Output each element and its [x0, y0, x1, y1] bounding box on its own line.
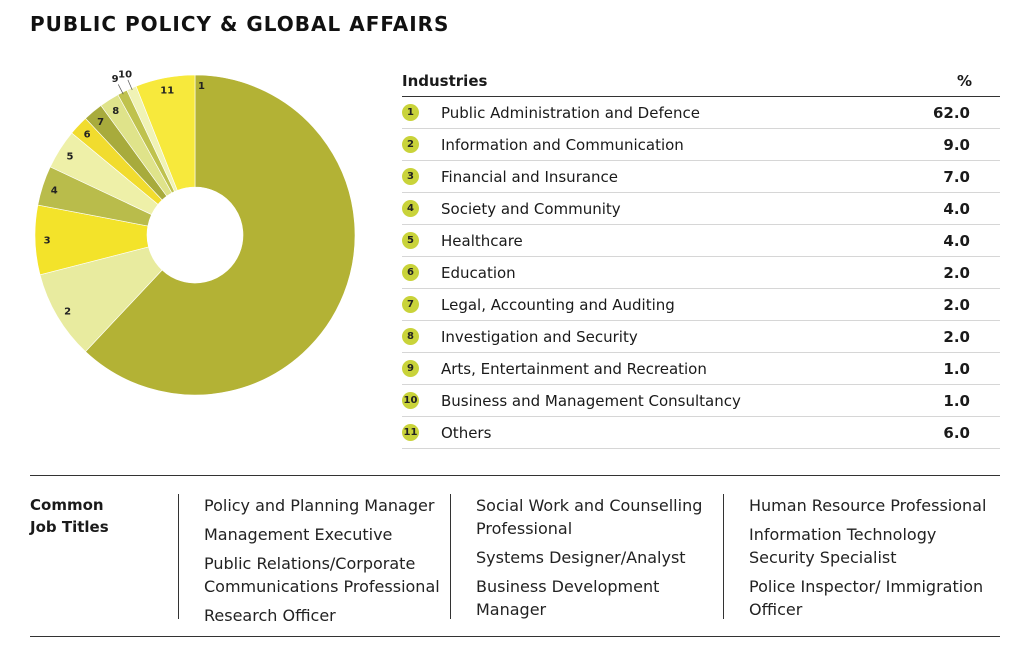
- row-number-badge: 7: [402, 296, 419, 313]
- industry-label: Education: [441, 263, 516, 282]
- slice-label: 4: [51, 185, 58, 196]
- industry-percent: 6.0: [943, 423, 970, 442]
- slice-label: 1: [198, 81, 205, 92]
- row-number-badge: 3: [402, 168, 419, 185]
- industry-label: Financial and Insurance: [441, 167, 619, 186]
- job-titles-label-line2: Job Titles: [30, 518, 109, 536]
- slice-label: 8: [112, 106, 119, 117]
- job-title: Policy and Planning Manager: [204, 496, 435, 515]
- job-title: Information Technology Security Speciali…: [749, 525, 937, 567]
- job-title: Human Resource Professional: [749, 496, 987, 515]
- table-header: Industries %: [402, 72, 1000, 97]
- industries-table: Industries % 1 Public Administration and …: [402, 72, 1000, 449]
- row-number-badge: 6: [402, 264, 419, 281]
- row-number-badge: 1: [402, 104, 419, 121]
- row-number-badge: 2: [402, 136, 419, 153]
- percent-header: %: [956, 72, 972, 90]
- industry-label: Legal, Accounting and Auditing: [441, 295, 675, 314]
- industry-label: Information and Communication: [441, 135, 684, 154]
- job-title: Public Relations/Corporate Communication…: [204, 554, 440, 596]
- job-title: Police Inspector/ Immigration Officer: [749, 577, 984, 619]
- industry-label: Others: [441, 423, 492, 442]
- job-column-2: Social Work and Counselling Professional…: [476, 494, 726, 627]
- slice-label: 10: [118, 69, 132, 80]
- row-number-badge: 9: [402, 360, 419, 377]
- column-divider: [178, 494, 179, 619]
- table-row: 11 Others 6.0: [402, 417, 1000, 449]
- slice-leader-line: [117, 84, 124, 95]
- job-column-3: Human Resource Professional Information T…: [749, 494, 999, 627]
- job-titles-label-line1: Common: [30, 496, 104, 514]
- table-row: 7 Legal, Accounting and Auditing 2.0: [402, 289, 1000, 321]
- slice-label: 6: [84, 130, 91, 141]
- table-row: 6 Education 2.0: [402, 257, 1000, 289]
- table-row: 2 Information and Communication 9.0: [402, 129, 1000, 161]
- column-divider: [450, 494, 451, 619]
- table-row: 3 Financial and Insurance 7.0: [402, 161, 1000, 193]
- table-row: 9 Arts, Entertainment and Recreation 1.0: [402, 353, 1000, 385]
- job-title: Management Executive: [204, 525, 393, 544]
- slice-label: 2: [64, 306, 71, 317]
- column-divider: [723, 494, 724, 619]
- job-titles-label: Common Job Titles: [30, 494, 150, 538]
- industry-percent: 62.0: [932, 103, 970, 122]
- industry-percent: 4.0: [943, 199, 970, 218]
- row-number-badge: 8: [402, 328, 419, 345]
- slice-label: 5: [67, 152, 74, 163]
- industry-percent: 1.0: [943, 359, 970, 378]
- slice-label: 3: [44, 236, 51, 247]
- slice-label: 9: [112, 74, 119, 85]
- slice-leader-line: [127, 79, 133, 91]
- job-title: Research Officer: [204, 606, 336, 625]
- table-row: 10 Business and Management Consultancy 1.0: [402, 385, 1000, 417]
- row-number-badge: 11: [402, 424, 419, 441]
- row-number-badge: 5: [402, 232, 419, 249]
- industry-percent: 7.0: [943, 167, 970, 186]
- industry-label: Arts, Entertainment and Recreation: [441, 359, 707, 378]
- row-number-badge: 10: [402, 392, 419, 409]
- industries-header: Industries: [402, 72, 488, 90]
- job-column-1: Policy and Planning Manager Management Ex…: [204, 494, 454, 633]
- industry-label: Business and Management Consultancy: [441, 391, 741, 410]
- page-title: PUBLIC POLICY & GLOBAL AFFAIRS: [30, 12, 450, 36]
- industry-percent: 2.0: [943, 263, 970, 282]
- row-number-badge: 4: [402, 200, 419, 217]
- pie-slice: [85, 74, 356, 396]
- industry-label: Healthcare: [441, 231, 523, 250]
- industry-percent: 2.0: [943, 295, 970, 314]
- industry-percent: 9.0: [943, 135, 970, 154]
- table-row: 4 Society and Community 4.0: [402, 193, 1000, 225]
- job-title: Social Work and Counselling Professional: [476, 496, 703, 538]
- common-job-titles: Common Job Titles Policy and Planning Ma…: [30, 475, 1000, 637]
- slice-label: 7: [97, 117, 104, 128]
- job-title: Business Development Manager: [476, 577, 660, 619]
- industry-percent: 4.0: [943, 231, 970, 250]
- industry-label: Investigation and Security: [441, 327, 638, 346]
- table-row: 1 Public Administration and Defence 62.0: [402, 97, 1000, 129]
- slice-label: 11: [160, 86, 174, 97]
- table-row: 5 Healthcare 4.0: [402, 225, 1000, 257]
- pie-slice: [135, 74, 196, 191]
- industry-percent: 1.0: [943, 391, 970, 410]
- industry-percent: 2.0: [943, 327, 970, 346]
- job-title: Systems Designer/Analyst: [476, 548, 686, 567]
- table-row: 8 Investigation and Security 2.0: [402, 321, 1000, 353]
- industry-label: Public Administration and Defence: [441, 103, 700, 122]
- industry-label: Society and Community: [441, 199, 621, 218]
